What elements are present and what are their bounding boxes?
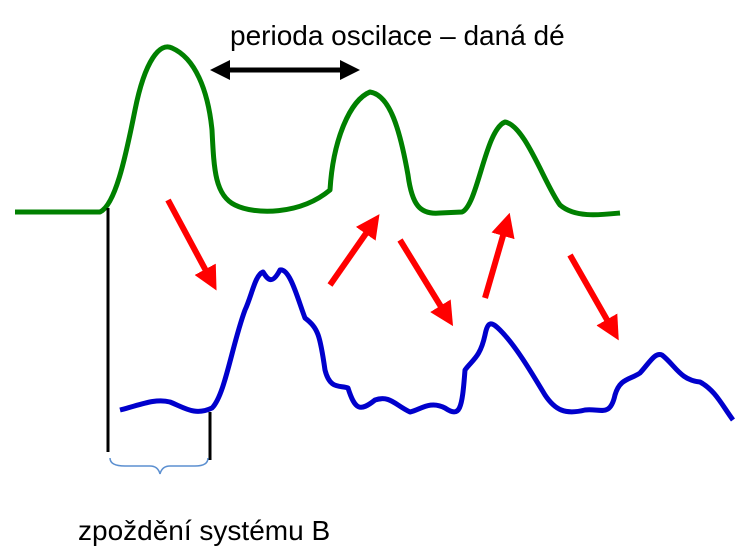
green-oscillation [15,44,621,218]
arrow [165,198,217,291]
arrow [482,212,515,299]
top-label: perioda oscilace – daná dé [230,20,565,51]
red-arrows [165,198,619,341]
arrow [567,253,619,341]
arrow [327,214,380,287]
arrow [397,238,454,327]
delay-brace [109,457,209,475]
bottom-label: zpoždění systému B [78,515,330,546]
blue-response [119,267,735,422]
